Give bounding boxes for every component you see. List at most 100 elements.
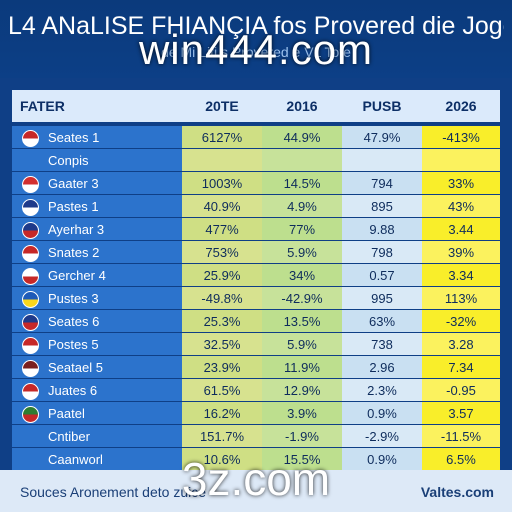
value-cell-col1: 753% xyxy=(182,241,262,264)
table-row[interactable]: Paatel 16.2% 3.9% 0.9% 3.57 xyxy=(12,402,500,425)
footer-link[interactable]: Valtes.com xyxy=(420,484,494,500)
row-divider xyxy=(12,194,500,195)
row-divider xyxy=(12,240,500,241)
table-row[interactable]: Seates 1 6127% 44.9% 47.9% -413% xyxy=(12,126,500,149)
value-cell-col4: 3.34 xyxy=(422,264,500,287)
column-header-factor: FATER xyxy=(20,98,65,114)
flag-icon xyxy=(22,337,39,354)
value-cell-col3 xyxy=(342,149,422,172)
row-label-cell: Gaater 3 xyxy=(12,172,182,195)
value-cell-col2: 77% xyxy=(262,218,342,241)
value-cell-col4: 3.57 xyxy=(422,402,500,425)
row-divider xyxy=(12,332,500,333)
row-label-cell: Postes 5 xyxy=(12,333,182,356)
value-cell-col2: 3.9% xyxy=(262,402,342,425)
table-row[interactable]: Gaater 3 1003% 14.5% 794 33% xyxy=(12,172,500,195)
value-cell-col1: 40.9% xyxy=(182,195,262,218)
table-row[interactable]: Conpis xyxy=(12,149,500,172)
value-cell-col3: 794 xyxy=(342,172,422,195)
row-divider xyxy=(12,424,500,425)
row-label-cell: Juates 6 xyxy=(12,379,182,402)
data-table: FATER 20TE 2016 PUSB 2026 Seates 1 6127% 4… xyxy=(12,90,500,471)
page-title: L4 ANaLISE FHIANÇIA fos Provered die Jog… xyxy=(8,12,504,40)
row-divider xyxy=(12,171,500,172)
row-label-cell: Seatael 5 xyxy=(12,356,182,379)
value-cell-col4: 43% xyxy=(422,195,500,218)
watermark-top: win444.com xyxy=(138,26,374,73)
table-row[interactable]: Gercher 4 25.9% 34% 0.57 3.34 xyxy=(12,264,500,287)
row-divider xyxy=(12,217,500,218)
value-cell-col2: -1.9% xyxy=(262,425,342,448)
table-row[interactable]: Postes 5 32.5% 5.9% 738 3.28 xyxy=(12,333,500,356)
flag-icon xyxy=(22,314,39,331)
value-cell-col3: 47.9% xyxy=(342,126,422,149)
value-cell-col1 xyxy=(182,149,262,172)
table-row[interactable]: Cntiber 151.7% -1.9% -2.9% -11.5% xyxy=(12,425,500,448)
value-cell-col4: -11.5% xyxy=(422,425,500,448)
row-label: Seates 6 xyxy=(48,314,100,329)
value-cell-col1: -49.8% xyxy=(182,287,262,310)
value-cell-col3: 2.96 xyxy=(342,356,422,379)
value-cell-col4: 39% xyxy=(422,241,500,264)
flag-icon xyxy=(22,176,39,193)
row-label-cell: Conpis xyxy=(12,149,182,172)
table-header: FATER 20TE 2016 PUSB 2026 xyxy=(12,90,500,122)
value-cell-col2: 5.9% xyxy=(262,333,342,356)
value-cell-col2 xyxy=(262,149,342,172)
value-cell-col1: 32.5% xyxy=(182,333,262,356)
row-label: Caanworl xyxy=(48,452,103,467)
row-label: Gaater 3 xyxy=(48,176,99,191)
value-cell-col3: 0.9% xyxy=(342,402,422,425)
row-label: Pastes 1 xyxy=(48,199,99,214)
table-row[interactable]: Caanworl 10.6% 15.5% 0.9% 6.5% xyxy=(12,448,500,471)
row-label-cell: Caanworl xyxy=(12,448,182,471)
row-divider xyxy=(12,263,500,264)
value-cell-col1: 477% xyxy=(182,218,262,241)
row-label-cell: Pustes 3 xyxy=(12,287,182,310)
row-label: Postes 5 xyxy=(48,337,99,352)
value-cell-col4: -0.95 xyxy=(422,379,500,402)
value-cell-col1: 23.9% xyxy=(182,356,262,379)
row-label-cell: Gercher 4 xyxy=(12,264,182,287)
value-cell-col4: 113% xyxy=(422,287,500,310)
value-cell-col3: 2.3% xyxy=(342,379,422,402)
value-cell-col2: 44.9% xyxy=(262,126,342,149)
row-label-cell: Pastes 1 xyxy=(12,195,182,218)
page-subtitle: de Mi Liti s Provered e VL Tote xyxy=(161,44,351,60)
table-row[interactable]: Pastes 1 40.9% 4.9% 895 43% xyxy=(12,195,500,218)
table-row[interactable]: Seatael 5 23.9% 11.9% 2.96 7.34 xyxy=(12,356,500,379)
row-divider xyxy=(12,309,500,310)
value-cell-col2: 5.9% xyxy=(262,241,342,264)
row-label-cell: Seates 6 xyxy=(12,310,182,333)
watermark-bottom: 3z.com xyxy=(181,453,331,505)
table-row[interactable]: Snates 2 753% 5.9% 798 39% xyxy=(12,241,500,264)
flag-icon xyxy=(22,245,39,262)
table-row[interactable]: Pustes 3 -49.8% -42.9% 995 113% xyxy=(12,287,500,310)
value-cell-col3: 738 xyxy=(342,333,422,356)
value-cell-col3: 9.88 xyxy=(342,218,422,241)
row-divider xyxy=(12,286,500,287)
row-label-cell: Snates 2 xyxy=(12,241,182,264)
column-header-4: 2026 xyxy=(445,98,477,114)
row-label-cell: Ayerhar 3 xyxy=(12,218,182,241)
value-cell-col2: 11.9% xyxy=(262,356,342,379)
table-row[interactable]: Juates 6 61.5% 12.9% 2.3% -0.95 xyxy=(12,379,500,402)
value-cell-col2: 4.9% xyxy=(262,195,342,218)
value-cell-col1: 16.2% xyxy=(182,402,262,425)
table-row[interactable]: Ayerhar 3 477% 77% 9.88 3.44 xyxy=(12,218,500,241)
value-cell-col1: 151.7% xyxy=(182,425,262,448)
value-cell-col3: 0.57 xyxy=(342,264,422,287)
row-label: Gercher 4 xyxy=(48,268,106,283)
row-label: Snates 2 xyxy=(48,245,100,260)
value-cell-col2: 14.5% xyxy=(262,172,342,195)
footer-bar: Souces Aronement deto zuice Valtes.com xyxy=(0,470,512,512)
row-divider xyxy=(12,447,500,448)
flag-icon xyxy=(22,291,39,308)
row-divider xyxy=(12,401,500,402)
value-cell-col2: -42.9% xyxy=(262,287,342,310)
table-row[interactable]: Seates 6 25.3% 13.5% 63% -32% xyxy=(12,310,500,333)
row-label: Seates 1 xyxy=(48,130,100,145)
value-cell-col4: -413% xyxy=(422,126,500,149)
value-cell-col1: 6127% xyxy=(182,126,262,149)
value-cell-col4: 7.34 xyxy=(422,356,500,379)
